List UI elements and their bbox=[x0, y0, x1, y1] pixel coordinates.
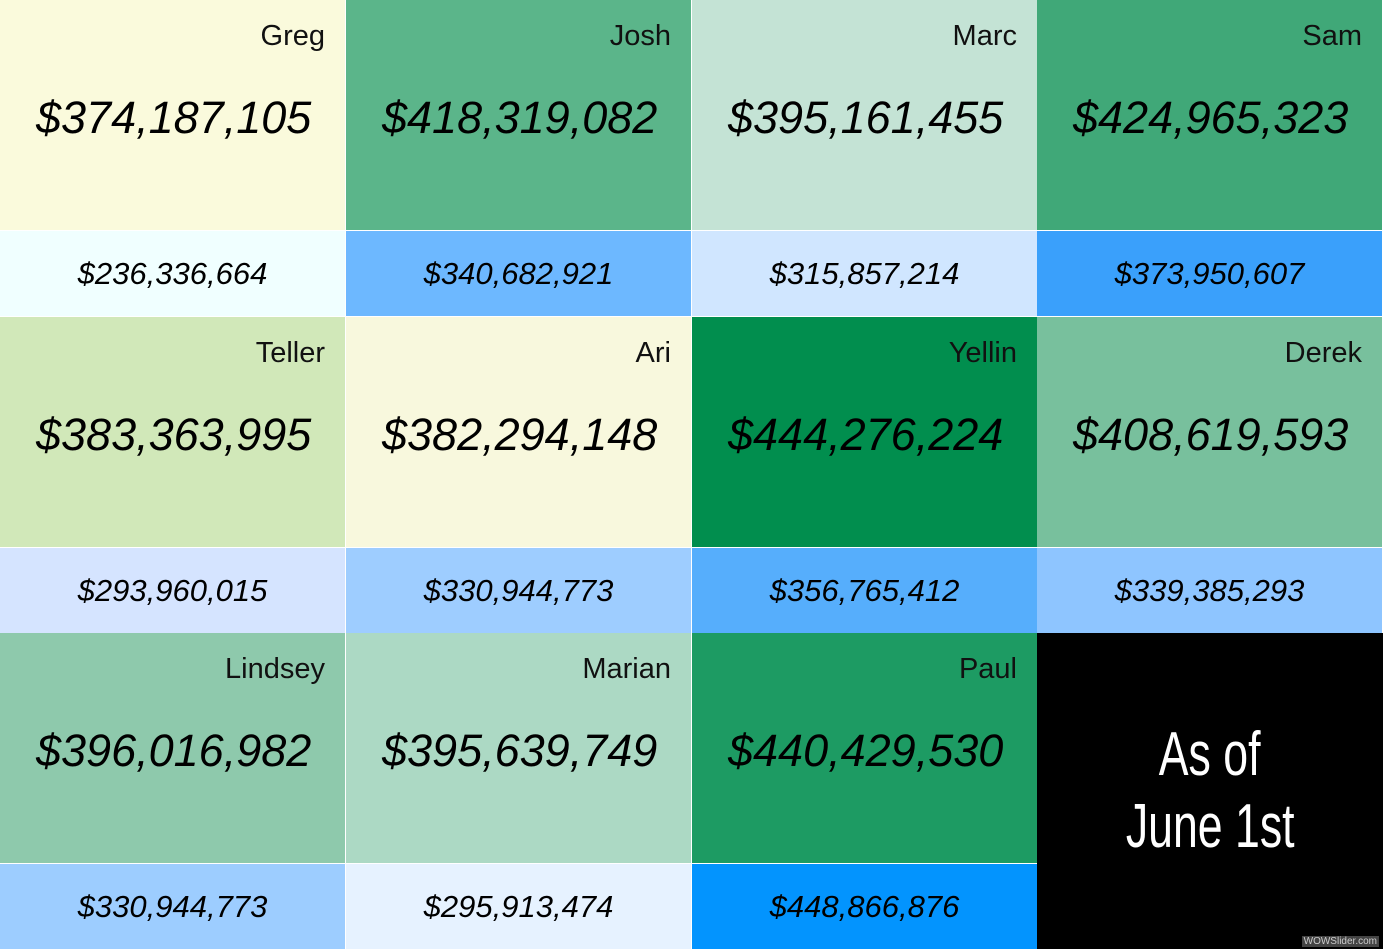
person-cell: Lindsey $396,016,982 bbox=[0, 633, 345, 863]
note-line: As of bbox=[1159, 720, 1261, 789]
person-name: Derek bbox=[1284, 337, 1362, 369]
secondary-cell: $339,385,293 bbox=[1037, 548, 1382, 633]
person-name: Greg bbox=[260, 20, 325, 52]
person-cell: Teller $383,363,995 bbox=[0, 317, 345, 547]
secondary-value: $315,857,214 bbox=[769, 255, 960, 291]
secondary-value: $293,960,015 bbox=[77, 572, 268, 608]
person-name: Paul bbox=[958, 653, 1017, 685]
person-value: $395,639,749 bbox=[382, 725, 658, 776]
secondary-cell: $315,857,214 bbox=[692, 231, 1037, 316]
person-name: Lindsey bbox=[225, 653, 325, 685]
person-value: $395,161,455 bbox=[728, 92, 1004, 143]
secondary-cell: $293,960,015 bbox=[0, 548, 345, 633]
secondary-value: $236,336,664 bbox=[77, 255, 268, 291]
person-value: $374,187,105 bbox=[36, 92, 312, 143]
person-name: Ari bbox=[635, 337, 671, 369]
secondary-value: $339,385,293 bbox=[1114, 572, 1305, 608]
secondary-cell: $356,765,412 bbox=[692, 548, 1037, 633]
person-cell: Greg $374,187,105 bbox=[0, 0, 345, 230]
person-cell: Josh $418,319,082 bbox=[346, 0, 691, 230]
secondary-value: $295,913,474 bbox=[423, 888, 614, 924]
person-cell: Derek $408,619,593 bbox=[1037, 317, 1382, 547]
person-cell: Ari $382,294,148 bbox=[346, 317, 691, 547]
person-cell: Sam $424,965,323 bbox=[1037, 0, 1382, 230]
watermark: WOWSlider.com bbox=[1301, 936, 1379, 947]
secondary-value: $330,944,773 bbox=[77, 888, 268, 924]
secondary-cell: $448,866,876 bbox=[692, 864, 1037, 949]
person-name: Josh bbox=[609, 20, 671, 52]
person-cell: Paul $440,429,530 bbox=[692, 633, 1037, 863]
secondary-cell: $373,950,607 bbox=[1037, 231, 1382, 316]
secondary-value: $330,944,773 bbox=[423, 572, 614, 608]
person-cell: Marian $395,639,749 bbox=[346, 633, 691, 863]
secondary-value: $340,682,921 bbox=[423, 255, 614, 291]
person-value: $418,319,082 bbox=[382, 92, 658, 143]
secondary-value: $356,765,412 bbox=[769, 572, 960, 608]
secondary-cell: $330,944,773 bbox=[346, 548, 691, 633]
secondary-cell: $340,682,921 bbox=[346, 231, 691, 316]
secondary-value: $448,866,876 bbox=[769, 888, 960, 924]
person-cell: Yellin $444,276,224 bbox=[692, 317, 1037, 547]
date-note: As of June 1st bbox=[1037, 633, 1383, 949]
person-value: $382,294,148 bbox=[382, 409, 658, 460]
person-value: $440,429,530 bbox=[728, 725, 1004, 776]
person-name: Sam bbox=[1302, 20, 1362, 52]
person-name: Teller bbox=[255, 337, 325, 369]
secondary-cell: $236,336,664 bbox=[0, 231, 345, 316]
person-name: Marc bbox=[952, 20, 1017, 52]
note-line: June 1st bbox=[1125, 792, 1295, 861]
secondary-value: $373,950,607 bbox=[1114, 255, 1305, 291]
person-value: $424,965,323 bbox=[1073, 92, 1349, 143]
person-value: $383,363,995 bbox=[36, 409, 312, 460]
person-value: $396,016,982 bbox=[36, 725, 312, 776]
secondary-cell: $330,944,773 bbox=[0, 864, 345, 949]
person-value: $408,619,593 bbox=[1073, 409, 1349, 460]
person-value: $444,276,224 bbox=[728, 409, 1004, 460]
person-name: Yellin bbox=[948, 337, 1017, 369]
person-name: Marian bbox=[582, 653, 671, 685]
secondary-cell: $295,913,474 bbox=[346, 864, 691, 949]
person-cell: Marc $395,161,455 bbox=[692, 0, 1037, 230]
